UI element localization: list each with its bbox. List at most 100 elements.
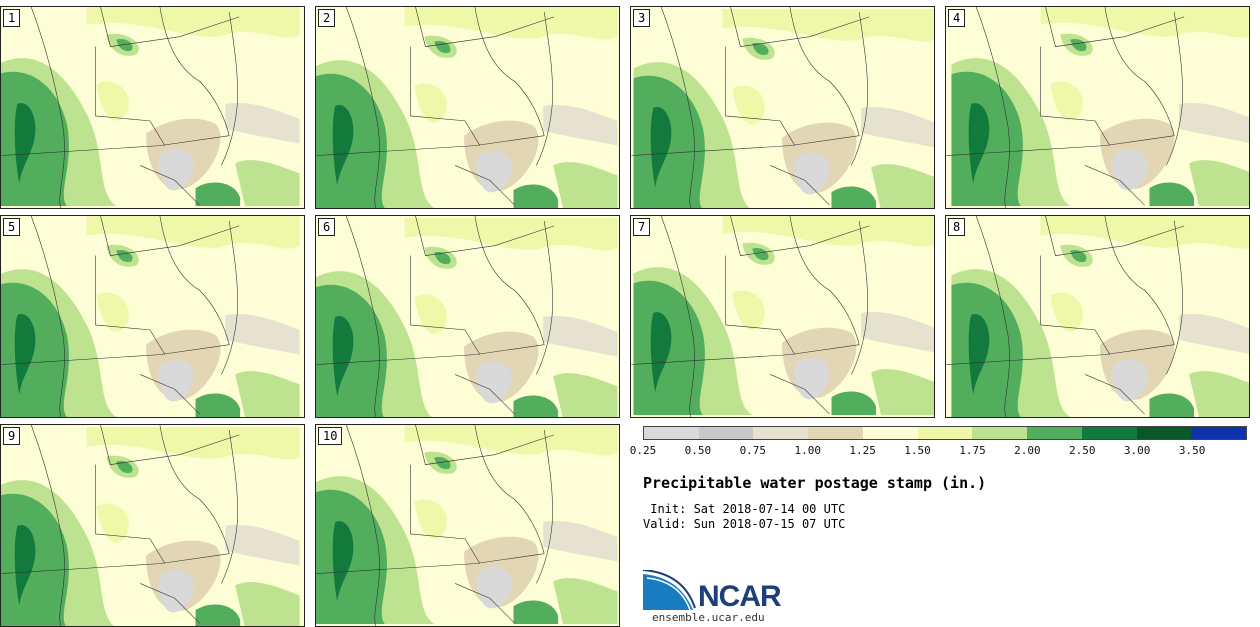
logo-url: ensemble.ucar.edu	[652, 611, 765, 624]
state-boundaries	[316, 216, 555, 417]
pw-contour-region	[1050, 292, 1083, 332]
state-boundary-line	[474, 425, 545, 554]
ensemble-member-map-1: 1	[0, 6, 305, 209]
pw-contour-region	[96, 81, 129, 121]
pw-contour-region	[861, 312, 934, 353]
pw-contour-region	[871, 369, 934, 416]
state-boundary-line	[1, 135, 230, 156]
member-number-label: 9	[3, 427, 21, 445]
state-boundary-line	[100, 425, 240, 465]
state-boundary-line	[159, 425, 230, 554]
pw-contour-region	[225, 103, 300, 144]
state-boundary-line	[221, 11, 238, 166]
precipitable-water-fields	[633, 216, 934, 416]
member-number-label: 5	[3, 218, 21, 236]
state-boundaries	[316, 425, 555, 626]
init-time: Init: Sat 2018-07-14 00 UTC	[643, 502, 846, 516]
pw-contour-region	[14, 314, 36, 395]
pw-contour-region	[116, 460, 133, 474]
ensemble-member-map-9: 9	[0, 424, 305, 627]
state-boundary-line	[789, 7, 860, 136]
state-boundary-line	[30, 216, 65, 417]
pw-contour-region	[235, 371, 300, 417]
pw-contour-region	[404, 217, 618, 251]
pw-contour-region	[831, 186, 877, 208]
legend-tick-labels: 0.25 0.50 0.75 1.00 1.25 1.50 1.75 2.00 2.50 3.00…	[630, 444, 1260, 460]
ensemble-member-map-10: 10	[315, 424, 620, 627]
legend-tick-label: 0.50	[684, 444, 712, 457]
state-boundary-line	[631, 344, 860, 365]
pw-contour-region	[553, 373, 618, 417]
precipitable-water-fields	[633, 8, 934, 208]
ensemble-member-map-4: 4	[945, 6, 1250, 209]
state-boundary-line	[975, 7, 1010, 208]
pw-contour-region	[794, 152, 830, 195]
state-boundary-line	[536, 220, 553, 375]
state-boundary-line	[1, 553, 230, 574]
precipitable-water-fields	[951, 216, 1249, 417]
state-boundary-line	[474, 216, 545, 345]
legend-swatch	[1081, 427, 1137, 439]
ensemble-member-map-8: 8	[945, 215, 1250, 418]
pw-contour-region	[1149, 393, 1195, 417]
state-boundary-line	[316, 135, 545, 156]
state-boundary-line	[1040, 255, 1111, 355]
pw-contour-region	[732, 290, 765, 330]
pw-contour-region	[513, 600, 559, 625]
legend-tick-label: 0.25	[629, 444, 657, 457]
state-boundary-line	[415, 7, 555, 47]
pw-contour-region	[1040, 216, 1249, 249]
pw-contour-region	[831, 391, 877, 416]
state-boundary-line	[100, 216, 240, 256]
precipitable-water-fields	[1, 7, 300, 207]
state-boundary-line	[1, 344, 230, 365]
legend-swatch	[753, 427, 809, 439]
state-boundary-line	[455, 583, 515, 624]
state-boundaries	[631, 216, 870, 417]
state-boundary-line	[95, 255, 166, 355]
pw-contour-region	[332, 316, 354, 397]
state-boundary-line	[345, 216, 380, 417]
state-boundary-line	[345, 425, 380, 626]
pw-contour-region	[14, 103, 36, 184]
member-number-label: 10	[318, 427, 343, 445]
pw-contour-region	[968, 314, 990, 395]
precipitable-water-fields	[951, 7, 1249, 207]
pw-contour-region	[158, 359, 194, 402]
state-boundaries	[1, 7, 240, 208]
pw-contour-region	[195, 393, 241, 417]
state-boundary-line	[159, 7, 230, 136]
legend-swatch	[808, 427, 863, 439]
state-boundaries	[1, 216, 240, 417]
pw-contour-region	[476, 566, 512, 609]
time-info: Init: Sat 2018-07-14 00 UTC Valid: Sun 2…	[643, 502, 845, 532]
pw-contour-region	[752, 42, 769, 56]
valid-time: Valid: Sun 2018-07-15 07 UTC	[643, 517, 846, 531]
pw-contour-region	[722, 216, 934, 247]
state-boundary-line	[1166, 220, 1183, 375]
pw-contour-region	[476, 150, 512, 193]
state-boundary-line	[851, 11, 868, 166]
legend-swatch	[1136, 427, 1192, 439]
pw-contour-region	[543, 105, 618, 146]
ensemble-member-map-3: 3	[630, 6, 935, 209]
member-number-label: 3	[633, 9, 651, 27]
legend-tick-label: 2.50	[1069, 444, 1096, 457]
pw-contour-region	[794, 357, 830, 400]
state-boundary-line	[1104, 216, 1175, 345]
state-boundary-line	[410, 255, 481, 355]
state-boundary-line	[946, 344, 1175, 365]
legend-color-bar	[643, 426, 1247, 440]
state-boundary-line	[95, 464, 166, 564]
pw-contour-region	[158, 148, 194, 191]
pw-contour-region	[225, 524, 300, 566]
precipitable-water-map	[316, 7, 618, 208]
ensemble-member-map-2: 2	[315, 6, 620, 209]
pw-contour-region	[225, 314, 300, 355]
pw-contour-region	[195, 604, 241, 626]
ncar-logo-icon	[643, 570, 696, 611]
precipitable-water-map	[631, 216, 934, 417]
ensemble-member-map-7: 7	[630, 215, 935, 418]
member-number-label: 4	[948, 9, 966, 27]
state-boundaries	[631, 7, 870, 208]
